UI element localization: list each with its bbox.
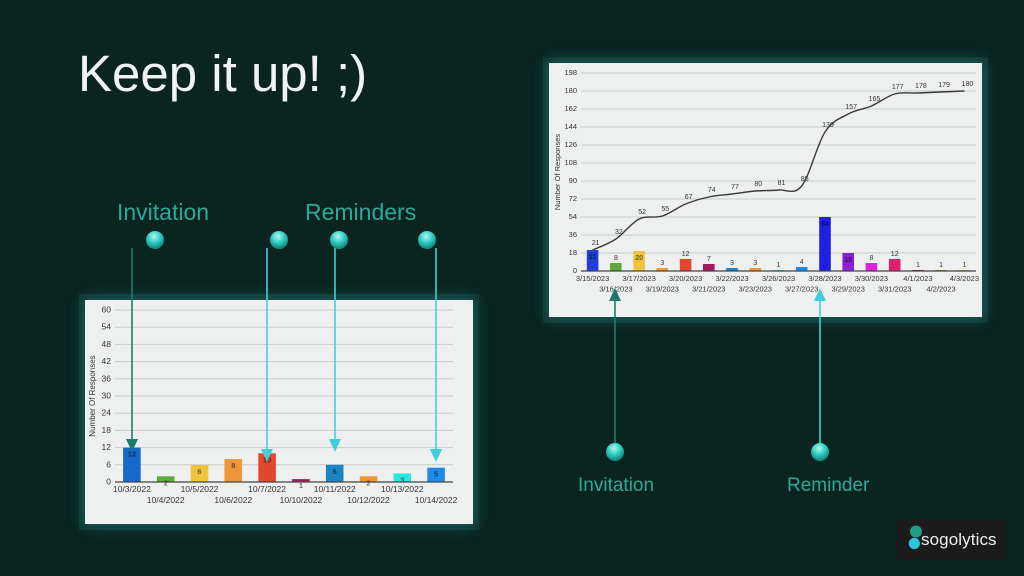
svg-text:77: 77 (731, 184, 739, 191)
svg-text:21: 21 (589, 254, 597, 261)
svg-text:3/20/2023: 3/20/2023 (669, 274, 702, 283)
svg-text:60: 60 (102, 305, 112, 315)
svg-text:36: 36 (102, 373, 112, 383)
svg-text:3/27/2023: 3/27/2023 (785, 285, 818, 294)
svg-text:3/26/2023: 3/26/2023 (762, 274, 795, 283)
svg-text:72: 72 (569, 194, 577, 203)
svg-text:18: 18 (844, 257, 852, 264)
svg-text:8: 8 (614, 255, 618, 262)
svg-text:12: 12 (682, 251, 690, 258)
svg-text:10/5/2022: 10/5/2022 (181, 484, 219, 494)
svg-text:3/23/2023: 3/23/2023 (739, 285, 772, 294)
svg-text:67: 67 (685, 194, 693, 201)
svg-text:3/15/2023: 3/15/2023 (576, 274, 609, 283)
svg-text:4/1/2023: 4/1/2023 (903, 274, 932, 283)
svg-text:10/3/2022: 10/3/2022 (113, 484, 151, 494)
svg-text:0: 0 (106, 477, 111, 487)
svg-text:48: 48 (102, 339, 112, 349)
svg-text:179: 179 (938, 82, 950, 89)
svg-text:180: 180 (564, 86, 577, 95)
svg-text:18: 18 (569, 248, 577, 257)
svg-text:80: 80 (754, 181, 762, 188)
svg-text:74: 74 (708, 187, 716, 194)
svg-text:3/29/2023: 3/29/2023 (832, 285, 865, 294)
svg-text:3/30/2023: 3/30/2023 (855, 274, 888, 283)
svg-text:5: 5 (434, 470, 438, 479)
svg-text:3/16/2023: 3/16/2023 (599, 285, 632, 294)
svg-text:12: 12 (128, 450, 136, 459)
svg-text:6: 6 (333, 467, 337, 476)
svg-text:32: 32 (615, 229, 623, 236)
svg-text:178: 178 (915, 83, 927, 90)
svg-text:2: 2 (366, 478, 370, 487)
svg-text:54: 54 (569, 212, 577, 221)
svg-text:198: 198 (564, 68, 577, 77)
svg-text:1: 1 (916, 262, 920, 269)
svg-text:12: 12 (102, 442, 112, 452)
svg-text:18: 18 (102, 425, 112, 435)
svg-text:Invitation: Invitation (117, 199, 209, 225)
svg-text:55: 55 (661, 206, 669, 213)
svg-text:10/11/2022: 10/11/2022 (314, 484, 356, 494)
svg-text:3: 3 (753, 260, 757, 267)
svg-text:54: 54 (102, 322, 112, 332)
svg-text:162: 162 (564, 104, 577, 113)
svg-text:6: 6 (197, 467, 201, 476)
svg-text:8: 8 (231, 461, 235, 470)
svg-text:21: 21 (592, 240, 600, 247)
svg-text:126: 126 (564, 140, 577, 149)
svg-text:177: 177 (892, 84, 904, 91)
svg-text:4/2/2023: 4/2/2023 (926, 285, 955, 294)
svg-text:12: 12 (891, 251, 899, 258)
svg-text:144: 144 (564, 122, 577, 131)
svg-text:90: 90 (569, 176, 577, 185)
svg-text:42: 42 (102, 356, 112, 366)
svg-text:3/19/2023: 3/19/2023 (646, 285, 679, 294)
svg-text:3/17/2023: 3/17/2023 (622, 274, 655, 283)
svg-text:108: 108 (564, 158, 577, 167)
svg-text:3: 3 (660, 260, 664, 267)
svg-text:10/4/2022: 10/4/2022 (147, 495, 185, 505)
svg-text:1: 1 (962, 262, 966, 269)
svg-text:6: 6 (106, 459, 111, 469)
svg-text:3/28/2023: 3/28/2023 (808, 274, 841, 283)
svg-text:10/13/2022: 10/13/2022 (381, 484, 424, 494)
svg-text:81: 81 (778, 180, 786, 187)
svg-text:139: 139 (822, 122, 834, 129)
svg-text:3/31/2023: 3/31/2023 (878, 285, 911, 294)
svg-text:54: 54 (821, 221, 829, 228)
svg-text:Number Of Responses: Number Of Responses (88, 355, 97, 436)
svg-text:24: 24 (102, 408, 112, 418)
svg-text:1: 1 (939, 262, 943, 269)
svg-text:85: 85 (801, 176, 809, 183)
svg-text:3/22/2023: 3/22/2023 (715, 274, 748, 283)
svg-text:Invitation: Invitation (578, 475, 654, 496)
svg-text:7: 7 (707, 256, 711, 263)
svg-text:1: 1 (777, 262, 781, 269)
svg-text:52: 52 (638, 209, 646, 216)
svg-text:10/7/2022: 10/7/2022 (248, 484, 286, 494)
svg-text:Reminder: Reminder (787, 475, 870, 496)
svg-text:36: 36 (569, 230, 577, 239)
svg-text:10/6/2022: 10/6/2022 (214, 495, 252, 505)
svg-text:3/21/2023: 3/21/2023 (692, 285, 725, 294)
svg-text:8: 8 (869, 255, 873, 262)
svg-text:165: 165 (869, 96, 881, 103)
svg-text:3: 3 (730, 260, 734, 267)
svg-text:Number Of Responses: Number Of Responses (553, 134, 562, 211)
svg-text:157: 157 (845, 104, 857, 111)
svg-text:Reminders: Reminders (305, 199, 416, 225)
svg-text:180: 180 (962, 81, 974, 88)
svg-text:10: 10 (263, 455, 271, 464)
svg-text:20: 20 (635, 255, 643, 262)
svg-text:30: 30 (102, 391, 112, 401)
svg-text:4: 4 (800, 259, 804, 266)
svg-text:2: 2 (164, 478, 168, 487)
svg-text:10/14/2022: 10/14/2022 (415, 495, 458, 505)
svg-text:10/10/2022: 10/10/2022 (280, 495, 323, 505)
svg-text:4/3/2023: 4/3/2023 (950, 274, 979, 283)
svg-text:10/12/2022: 10/12/2022 (347, 495, 390, 505)
